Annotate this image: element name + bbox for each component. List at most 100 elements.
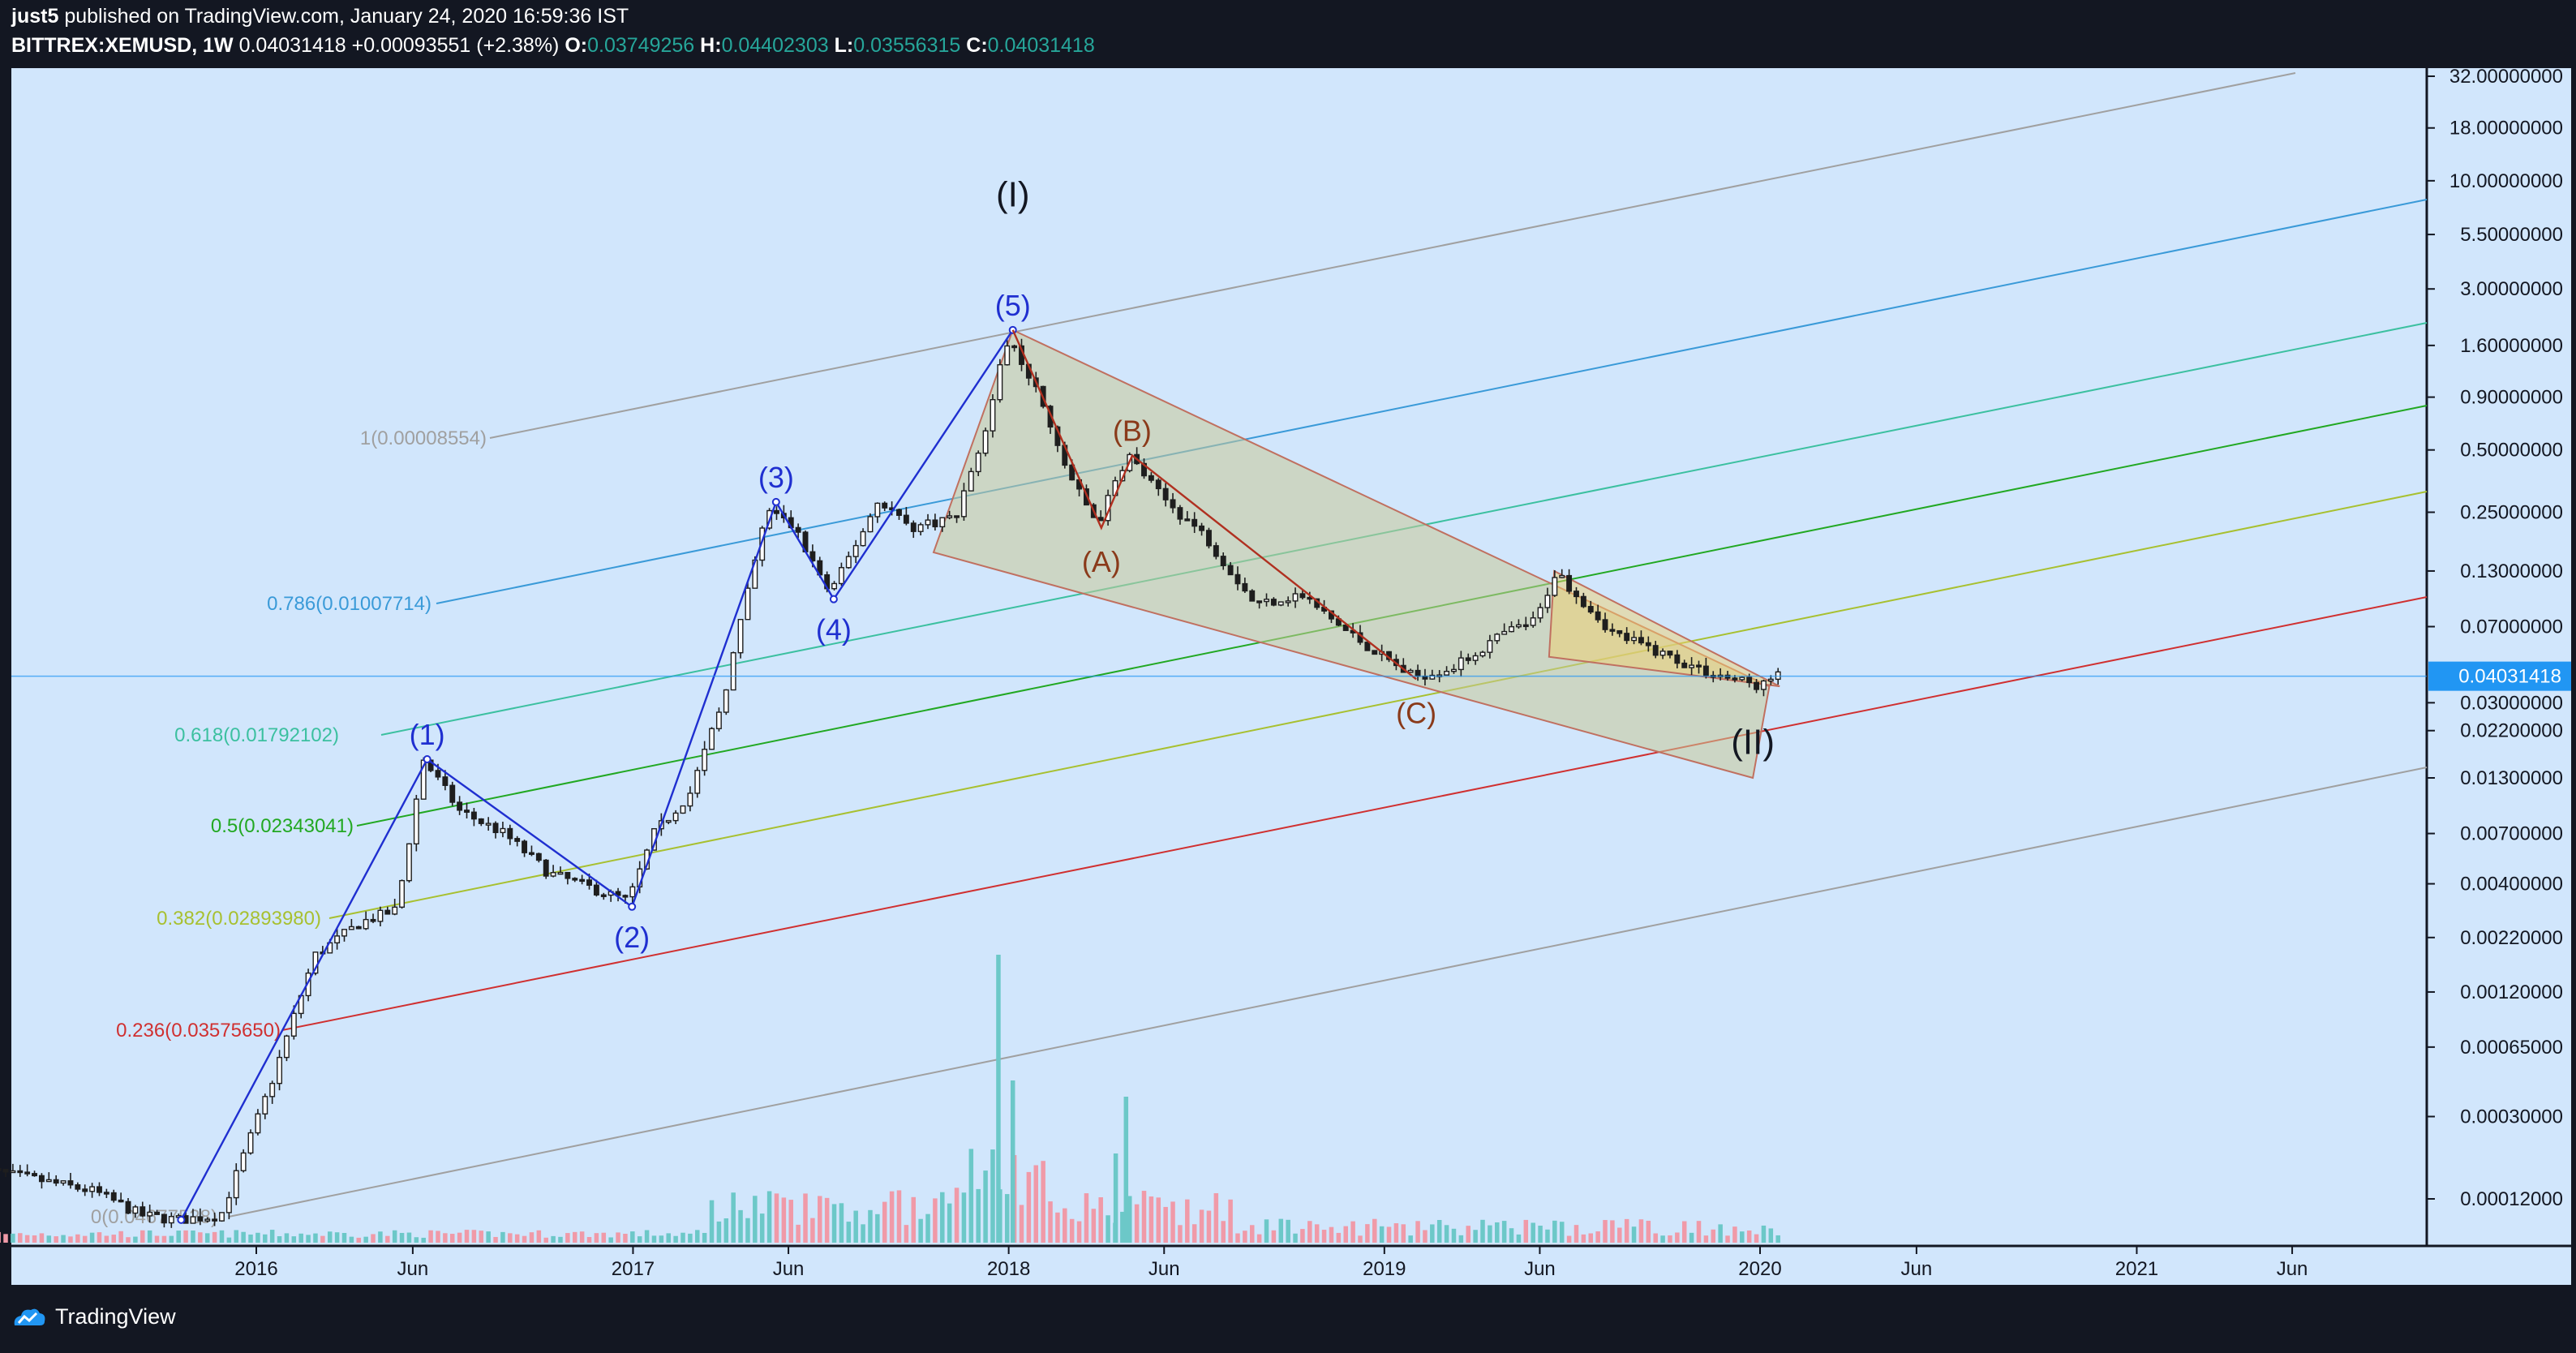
candle-up [341, 929, 347, 937]
time-tick-label: Jun [397, 1258, 429, 1280]
candle-up [60, 1180, 67, 1184]
volume-bar [1523, 1219, 1529, 1243]
candle-down [1234, 573, 1241, 585]
candle-down [110, 1192, 117, 1201]
time-tick-label: 2017 [612, 1258, 655, 1280]
candle-up [1767, 678, 1774, 682]
volume-bar [183, 1230, 188, 1243]
candle-down [1162, 488, 1169, 500]
wave-lines [177, 325, 1417, 1224]
candle-down [1342, 624, 1349, 631]
volume-bar [1170, 1201, 1175, 1243]
volume-bar [97, 1232, 102, 1243]
candle-up [745, 587, 751, 621]
volume-bar [896, 1190, 902, 1243]
volume-bars [0, 955, 1780, 1243]
volume-bar [1063, 1208, 1067, 1243]
volume-bar [831, 1204, 837, 1243]
high-label: H: [700, 34, 722, 57]
price-axis[interactable] [2427, 68, 2571, 1246]
candle-down [809, 551, 816, 562]
candle-up [363, 918, 369, 930]
volume-bar [1084, 1193, 1089, 1243]
volume-bar [1106, 1215, 1110, 1243]
candle-up [1530, 617, 1536, 626]
volume-bar [1321, 1230, 1327, 1243]
volume-bar [594, 1233, 599, 1243]
candle-down [1754, 681, 1760, 690]
plot-area[interactable] [11, 68, 2427, 1246]
volume-bar [680, 1232, 685, 1243]
volume-bar [1595, 1231, 1600, 1243]
volume-bar [1458, 1235, 1464, 1243]
candle-down [1645, 642, 1651, 646]
volume-bar [803, 1193, 808, 1243]
last-price-tag: 0.04031418 [11, 661, 2571, 691]
candle-down [478, 818, 484, 824]
volume-bar [947, 1203, 952, 1243]
volume-bar [796, 1224, 801, 1243]
volume-bar [608, 1237, 613, 1243]
volume-bar [1444, 1225, 1449, 1243]
candle-up [874, 502, 881, 518]
price-tick-label: 1.60000000 [2460, 335, 2563, 357]
candle-up [225, 1196, 232, 1213]
candle-down [615, 891, 621, 896]
author-name[interactable]: just5 [11, 5, 59, 28]
time-tick-label: Jun [773, 1258, 805, 1280]
candle-down [1566, 574, 1573, 592]
candle-down [32, 1173, 37, 1177]
volume-bar [320, 1235, 325, 1243]
volume-bar [1221, 1221, 1226, 1243]
volume-bar [861, 1224, 865, 1243]
candle-up [399, 879, 406, 908]
candle-down [896, 509, 902, 516]
volume-bar [1588, 1233, 1594, 1243]
volume-bar [1436, 1220, 1442, 1243]
wave-pivot [771, 497, 780, 506]
candle-down [53, 1179, 59, 1184]
volume-bar-spike [1113, 1153, 1118, 1243]
candle-up [960, 490, 967, 518]
volume-bar [277, 1236, 282, 1243]
volume-bar [753, 1196, 758, 1243]
volume-bar [1314, 1224, 1320, 1243]
price-tick-label: 0.02200000 [2460, 720, 2563, 742]
candle-down [470, 811, 477, 820]
open-label: O: [565, 34, 588, 57]
candle-down [1155, 479, 1161, 490]
candle-up [672, 812, 679, 822]
symbol-label[interactable]: BITTREX:XEMUSD, 1W [11, 34, 234, 57]
volume-bar [1243, 1231, 1247, 1243]
impulse-wave-label: (1) [410, 718, 445, 751]
volume-bar [961, 1192, 967, 1243]
candle-down [67, 1180, 74, 1186]
wave-pivot [423, 754, 431, 763]
last-price-label: 0.04031418 [2458, 666, 2561, 688]
time-axis[interactable] [11, 1246, 2571, 1285]
candle-up [413, 798, 419, 845]
candle-down [103, 1192, 109, 1195]
volume-bar [911, 1196, 917, 1243]
fib-line-0.786 [436, 199, 2428, 604]
candle-up [737, 618, 744, 654]
volume-bar [644, 1230, 650, 1243]
volume-bar [54, 1236, 58, 1243]
volume-bar [586, 1236, 592, 1243]
volume-bar [630, 1231, 635, 1243]
time-tick-label: 2018 [987, 1258, 1030, 1280]
candle-down [1206, 530, 1212, 547]
candle-up [694, 770, 701, 794]
candle-up [1285, 600, 1291, 603]
volume-bar [1343, 1226, 1348, 1243]
tradingview-footer[interactable]: TradingView [11, 1304, 176, 1329]
candle-up [132, 1206, 139, 1214]
volume-bar [1466, 1226, 1470, 1243]
volume-bar [1213, 1192, 1219, 1243]
candle-down [932, 519, 938, 528]
volume-bar [1156, 1197, 1161, 1243]
candle-up [204, 1218, 211, 1222]
volume-bar [1732, 1226, 1737, 1243]
candle-up [485, 823, 492, 826]
